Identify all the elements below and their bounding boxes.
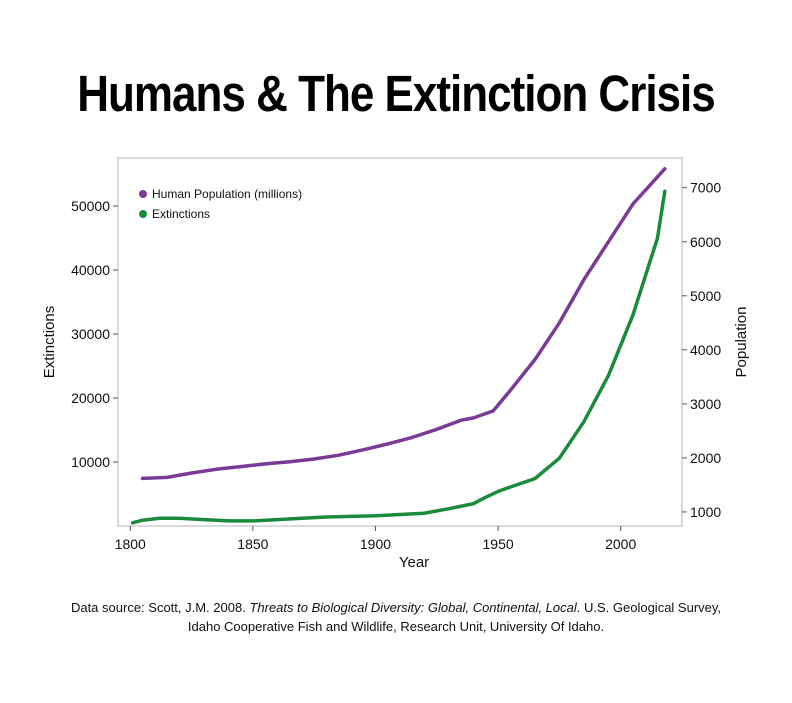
extinctions-line: [130, 189, 667, 525]
legend-marker: [139, 210, 147, 218]
y-right-tick-label: 3000: [690, 396, 721, 412]
y-right-tick-label: 6000: [690, 234, 721, 250]
y-right-tick-label: 1000: [690, 504, 721, 520]
source-prefix: Data source: Scott, J.M. 2008.: [70, 600, 250, 615]
population-line: [140, 167, 667, 481]
plot-frame: [117, 157, 683, 527]
x-tick-label: 2000: [605, 536, 636, 552]
y-left-tick-label: 10000: [71, 454, 110, 470]
chart-title: Humans & The Extinction Crisis: [77, 66, 715, 123]
y-left-tick-label: 30000: [71, 326, 110, 342]
x-tick-label: 1800: [115, 536, 146, 552]
x-tick-label: 1850: [237, 536, 268, 552]
legend-marker: [139, 190, 147, 198]
x-axis-label: Year: [399, 554, 429, 571]
y-axis-label-left: Extinctions: [41, 306, 58, 379]
y-right-tick-label: 7000: [690, 180, 721, 196]
y-left-tick-label: 50000: [71, 198, 110, 214]
legend-label: Extinctions: [152, 207, 210, 221]
source-line2: Idaho Cooperative Fish and Wildlife, Res…: [187, 619, 605, 634]
x-tick-label: 1950: [483, 536, 514, 552]
data-source: Data source: Scott, J.M. 2008. Threats t…: [0, 598, 792, 636]
chart: 1800 1850 1900 1950 2000 10000 20000 30000 4000…: [41, 157, 750, 571]
y-right-tick-label: 5000: [690, 288, 721, 304]
legend-label: Human Population (millions): [152, 187, 302, 201]
source-italic-title: Threats to Biological Diversity: Global,…: [249, 600, 577, 615]
y-left-tick-label: 20000: [71, 390, 110, 406]
x-tick-label: 1900: [360, 536, 391, 552]
source-suffix: . U.S. Geological Survey,: [576, 600, 722, 615]
y-left-tick-label: 40000: [71, 262, 110, 278]
y-right-tick-label: 4000: [690, 342, 721, 358]
y-axis-label-right: Population: [733, 307, 750, 378]
y-right-tick-label: 2000: [690, 450, 721, 466]
